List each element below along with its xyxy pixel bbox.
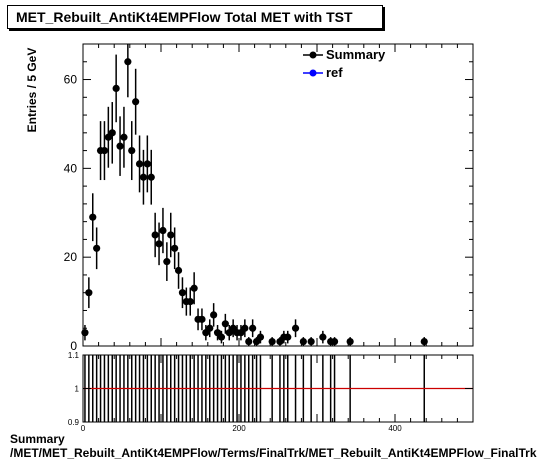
legend-summary-marker [309,51,317,59]
ratio-y-tick-label: 1.1 [68,351,80,360]
ratio-x-tick-label: 200 [232,424,246,433]
summary-point [319,333,327,341]
summary-point [135,160,144,168]
footer-path: /MET/MET_Rebuilt_AntiKt4EMPFlow/Terms/Fi… [10,446,537,460]
summary-point [206,324,214,332]
y-tick-label: 40 [64,161,78,175]
summary-point [81,329,89,337]
summary-point [307,337,315,346]
summary-point [163,258,171,266]
summary-point [89,213,97,221]
summary-point [120,133,128,141]
y-tick-label: 20 [64,250,78,264]
legend-ref-marker [309,69,317,77]
summary-point [299,337,307,346]
summary-point [249,324,257,332]
y-tick-label: 0 [70,339,77,353]
summary-point [116,142,124,150]
summary-point [291,324,300,332]
summary-point [112,84,120,93]
title-box: MET_Rebuilt_AntiKt4EMPFlow Total MET wit… [7,5,383,29]
summary-point [93,244,101,252]
summary-point [221,320,229,328]
summary-series [81,44,428,346]
summary-point [167,231,175,239]
summary-point [346,337,354,346]
summary-point [245,337,253,346]
summary-point [159,226,167,235]
summary-point [174,266,183,275]
summary-point [186,297,194,306]
summary-point [217,333,226,341]
summary-point [241,324,249,332]
summary-point [151,231,159,239]
ratio-x-tick-label: 400 [388,424,402,433]
legend: Summary ref [303,47,386,80]
footer-summary: Summary [10,432,65,446]
summary-point [100,146,109,155]
summary-point [108,129,116,137]
ratio-y-tick-label: 1 [75,385,80,394]
summary-point [210,311,218,319]
summary-point [420,337,428,346]
summary-point [256,333,265,341]
summary-point [190,284,198,292]
main-plot-frame [82,43,474,347]
summary-point [178,289,187,297]
summary-point [143,160,151,168]
legend-summary-label: Summary [326,47,386,62]
summary-point [85,289,93,297]
summary-point [330,337,339,346]
ratio-axes: 0.9 1 1.1 0 200 400 [68,351,474,433]
legend-ref-label: ref [326,65,343,80]
summary-point [147,173,155,181]
summary-point [198,315,206,323]
summary-point [139,173,148,181]
summary-point [128,146,136,155]
ratio-x-tick-label: 0 [81,424,86,433]
summary-point [124,58,132,66]
y-tick-label: 60 [64,73,78,87]
chart-title: MET_Rebuilt_AntiKt4EMPFlow Total MET wit… [16,9,353,25]
y-axis-label: Entries / 5 GeV [25,48,39,133]
summary-point [284,333,292,341]
summary-point [268,337,276,346]
summary-point [132,98,140,106]
main-axes: 0 20 40 60 [64,43,474,353]
ratio-y-tick-label: 0.9 [68,418,80,427]
summary-point [171,244,179,252]
summary-point [155,240,163,248]
